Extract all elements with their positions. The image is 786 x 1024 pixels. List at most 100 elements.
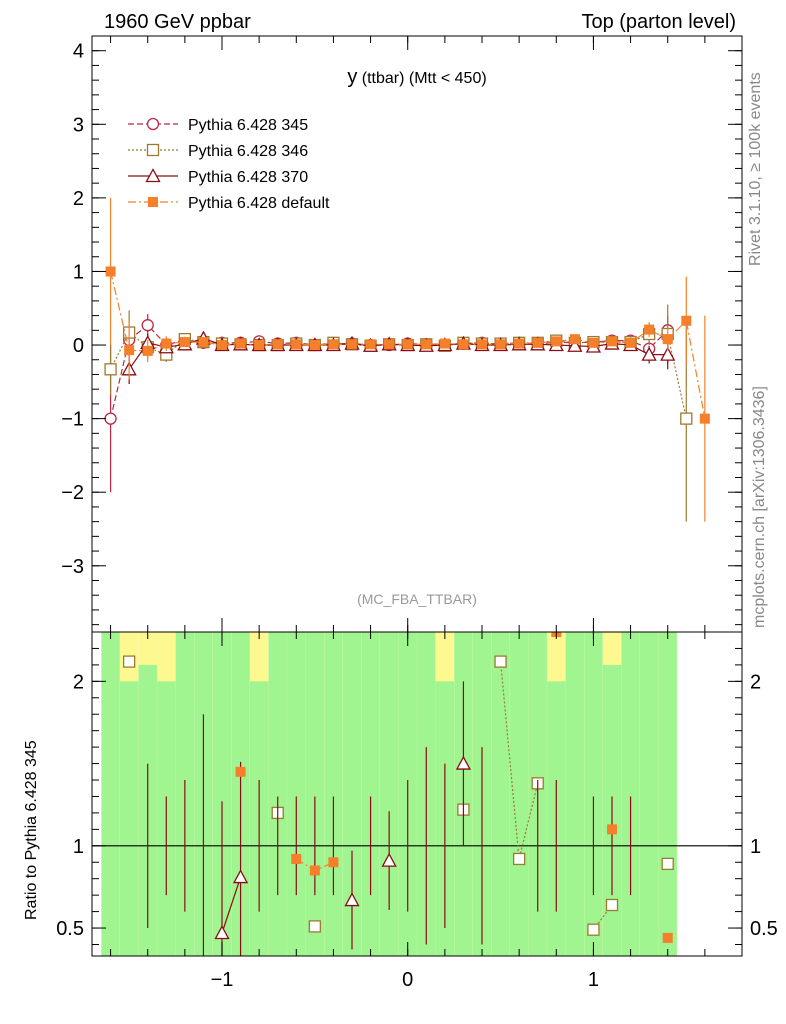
band-green <box>212 632 232 956</box>
data-point <box>644 324 655 335</box>
legend-label-p346: Pythia 6.428 346 <box>188 143 308 160</box>
band-green <box>491 632 510 956</box>
ratio-frame <box>91 631 743 957</box>
data-point <box>402 339 413 350</box>
data-point <box>235 338 246 349</box>
data-point <box>607 336 617 347</box>
band-green <box>305 632 325 956</box>
ratio-panel: 0.5 0.5 1 1 2 2 −1 0 1 Ratio to Pythia 6.428 345 <box>23 631 778 991</box>
data-point <box>328 339 339 350</box>
data-point <box>347 339 357 350</box>
y-tick-label: 2 <box>73 671 84 693</box>
plot-title: y (ttbar) (Mtt < 450) <box>347 66 486 88</box>
data-point <box>514 338 525 349</box>
band-green <box>342 632 362 956</box>
data-point <box>179 337 190 348</box>
y-tick-label: 4 <box>73 41 84 63</box>
plot-title-rest: (ttbar) (Mtt < 450) <box>357 70 486 87</box>
band-green <box>379 632 399 956</box>
data-point <box>104 412 117 425</box>
y-tick-label-right: 2 <box>750 671 761 693</box>
data-point <box>291 853 302 864</box>
mcplots-label: mcplots.cern.ch [arXiv:1306.3436] <box>751 386 768 628</box>
data-point <box>384 339 395 350</box>
data-point <box>421 339 432 350</box>
data-point <box>142 345 153 356</box>
band-green <box>509 632 529 956</box>
y-tick-label: −2 <box>61 482 84 504</box>
band-green <box>565 632 585 956</box>
y-tick-label: 1 <box>73 836 84 858</box>
data-point <box>309 340 320 351</box>
data-point <box>605 898 619 912</box>
rivet-label: Rivet 3.1.10, ≥ 100k events <box>747 72 764 266</box>
data-point <box>328 857 339 868</box>
data-point <box>122 655 136 668</box>
data-point <box>232 869 249 884</box>
data-point <box>214 925 230 940</box>
data-point <box>567 337 583 352</box>
data-point <box>141 319 154 332</box>
data-point <box>587 923 600 936</box>
analysis-label: (MC_FBA_TTBAR) <box>357 591 477 607</box>
data-point <box>455 755 472 770</box>
data-point <box>308 920 322 933</box>
data-point <box>477 339 487 350</box>
data-point <box>607 824 617 835</box>
legend-marker-p370 <box>145 168 161 183</box>
series-pdefault <box>235 632 673 943</box>
data-point <box>104 363 117 376</box>
data-point <box>588 337 599 348</box>
x-tick-label: 0 <box>402 969 413 991</box>
band-green <box>621 632 640 956</box>
process-label: Top (parton level) <box>581 11 736 33</box>
data-point <box>198 337 209 348</box>
legend-label-p370: Pythia 6.428 370 <box>188 169 308 186</box>
data-point <box>494 655 507 668</box>
band-green <box>658 632 677 956</box>
band-green <box>119 681 139 956</box>
data-point <box>124 345 135 356</box>
legend: Pythia 6.428 345 Pythia 6.428 346 Pythia 6… <box>128 117 330 212</box>
data-point <box>625 337 636 348</box>
data-point <box>217 340 227 351</box>
y-tick-label: 0 <box>73 335 84 357</box>
data-point <box>439 338 450 349</box>
data-point <box>105 266 116 277</box>
data-point <box>344 892 360 907</box>
data-point <box>662 932 673 943</box>
y-tick-label-right: 0.5 <box>750 918 778 940</box>
band-green <box>324 632 343 956</box>
data-point <box>680 412 693 425</box>
data-point <box>161 338 172 349</box>
band-green <box>639 632 659 956</box>
data-point <box>458 339 469 350</box>
data-point <box>661 857 674 871</box>
series-pdefault <box>105 197 710 522</box>
y-tick-label: −1 <box>61 409 84 431</box>
data-point <box>699 413 710 424</box>
data-point <box>495 339 506 350</box>
data-point <box>512 852 526 866</box>
series-line-p370 <box>221 876 242 934</box>
data-point <box>309 865 320 876</box>
data-point <box>681 315 692 326</box>
y-tick-label: 0.5 <box>56 918 84 940</box>
data-point <box>641 346 657 361</box>
data-point <box>660 346 676 361</box>
band-green <box>268 632 287 956</box>
data-point <box>381 852 397 867</box>
data-point <box>662 334 673 345</box>
energy-label: 1960 GeV ppbar <box>104 11 251 33</box>
y-tick-label: 1 <box>73 261 84 283</box>
legend-label-pdefault: Pythia 6.428 default <box>188 195 330 212</box>
y-tick-label: 3 <box>73 114 84 136</box>
y-tick-label: 2 <box>73 188 84 210</box>
data-point <box>551 336 562 347</box>
legend-marker-p346 <box>146 143 160 157</box>
plot-title-y: y <box>347 66 357 88</box>
x-tick-label: 1 <box>588 969 599 991</box>
y-tick-label: −3 <box>61 556 84 578</box>
y-tick-label-right: 1 <box>750 836 761 858</box>
